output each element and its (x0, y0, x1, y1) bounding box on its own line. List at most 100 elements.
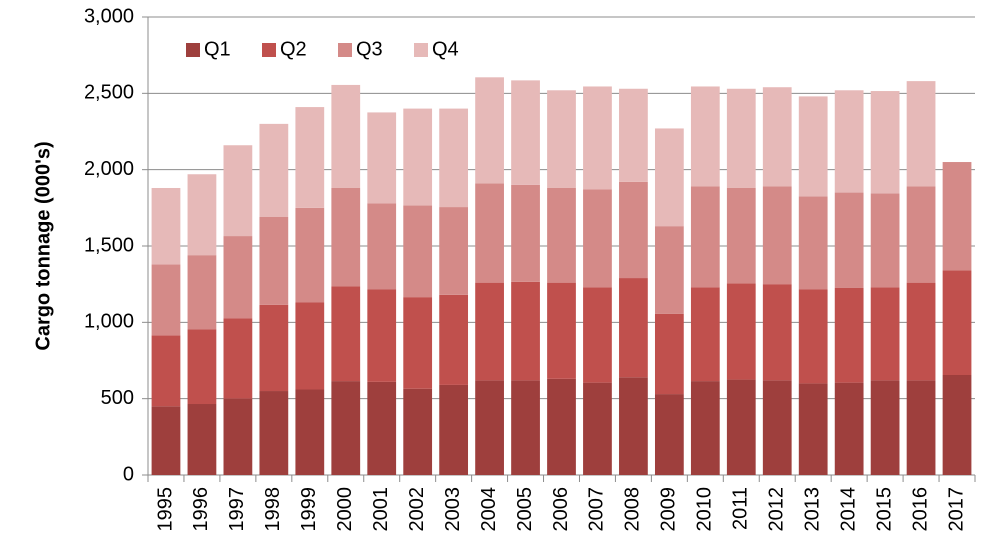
bar-segment (475, 380, 504, 475)
bar-segment (726, 283, 756, 380)
x-tick-label: 1999 (298, 487, 320, 532)
bar-segment (547, 187, 576, 283)
bar-segment (726, 379, 756, 475)
bar-segment (259, 304, 289, 392)
x-tick-label: 2002 (406, 487, 428, 532)
bar-segment (870, 380, 900, 475)
x-tick-label: 2004 (478, 487, 500, 532)
bar-segment (942, 162, 972, 271)
bar-segment (690, 86, 720, 187)
bar-segment (403, 297, 433, 389)
y-tick-label: 500 (101, 387, 134, 409)
bar-segment (151, 187, 181, 265)
bar-segment (439, 384, 469, 475)
x-tick-label: 2009 (658, 487, 680, 532)
bar-segment (151, 335, 181, 407)
bar-segment (403, 108, 433, 206)
bar-segment (690, 287, 720, 382)
x-tick-label: 2012 (766, 487, 788, 532)
bar-segment (295, 389, 325, 475)
bar-segment (762, 186, 792, 285)
bar-segment (906, 81, 936, 187)
x-tick-label: 1997 (226, 487, 248, 532)
y-tick-label: 1,500 (84, 234, 134, 256)
bar-segment (187, 404, 217, 475)
bar-segment (690, 186, 720, 288)
bar-segment (834, 90, 864, 193)
x-tick-label: 2014 (837, 487, 859, 532)
bar-segment (331, 187, 361, 287)
bar-segment (331, 84, 361, 188)
bar-segment (367, 289, 397, 382)
bar-segment (583, 189, 612, 288)
bar-segment (511, 380, 540, 475)
legend-label: Q4 (432, 38, 459, 60)
x-tick-label: 2001 (370, 487, 392, 532)
x-tick-label: 1995 (154, 487, 176, 532)
bar-segment (187, 174, 217, 256)
bar-segment (654, 313, 684, 395)
legend-label: Q3 (356, 38, 383, 60)
bar-segment (331, 286, 361, 382)
y-tick-label: 1,000 (84, 311, 134, 333)
x-tick-label: 1996 (190, 487, 212, 532)
bar-segment (223, 236, 253, 319)
bar-segment (906, 380, 936, 475)
bar-segment (583, 86, 612, 190)
bar-segment (762, 284, 792, 381)
bar-segment (834, 287, 864, 383)
bar-segment (259, 216, 289, 305)
bar-segment (942, 375, 972, 475)
legend-swatch (186, 43, 200, 57)
bar-segment (942, 270, 972, 376)
x-tick-label: 2015 (873, 487, 895, 532)
bar-segment (475, 183, 504, 283)
bar-segment (583, 382, 612, 475)
x-tick-label: 2003 (442, 487, 464, 532)
x-tick-label: 1998 (262, 487, 284, 532)
bar-segment (151, 406, 181, 475)
bar-segment (870, 287, 900, 381)
bar-segment (654, 226, 684, 314)
bar-segment (295, 207, 325, 303)
bar-segment (583, 287, 612, 383)
bar-segment (367, 381, 397, 475)
bar-segment (834, 382, 864, 475)
bar-segment (439, 207, 469, 295)
bar-segment (187, 255, 217, 330)
bar-segment (798, 289, 828, 384)
bar-segment (403, 388, 433, 475)
legend-swatch (262, 43, 276, 57)
bar-segment (547, 282, 576, 379)
bar-segment (834, 192, 864, 288)
bar-segment (367, 112, 397, 204)
bar-segment (511, 80, 540, 185)
bar-segment (511, 184, 540, 282)
x-tick-label: 2008 (622, 487, 644, 532)
bar-segment (223, 398, 253, 475)
x-tick-label: 2016 (909, 487, 931, 532)
bar-segment (295, 302, 325, 390)
x-tick-label: 2006 (550, 487, 572, 532)
x-tick-label: 2000 (334, 487, 356, 532)
bar-segment (870, 91, 900, 194)
bar-segment (439, 294, 469, 385)
x-tick-label: 2011 (730, 487, 752, 530)
bar-segment (798, 196, 828, 290)
bar-segment (511, 281, 540, 381)
legend-label: Q2 (280, 38, 307, 60)
legend-swatch (338, 43, 352, 57)
bar-segment (654, 128, 684, 227)
bar-segment (223, 318, 253, 399)
bar-segment (403, 205, 433, 298)
bar-segment (547, 90, 576, 188)
bar-segment (798, 383, 828, 475)
bar-segment (439, 108, 469, 208)
bar-segment (726, 88, 756, 188)
bar-segment (187, 329, 217, 405)
bar-segment (475, 77, 504, 184)
bar-segment (619, 377, 648, 475)
y-tick-label: 2,000 (84, 158, 134, 180)
bar-segment (295, 107, 325, 208)
x-tick-label: 2013 (801, 487, 823, 532)
